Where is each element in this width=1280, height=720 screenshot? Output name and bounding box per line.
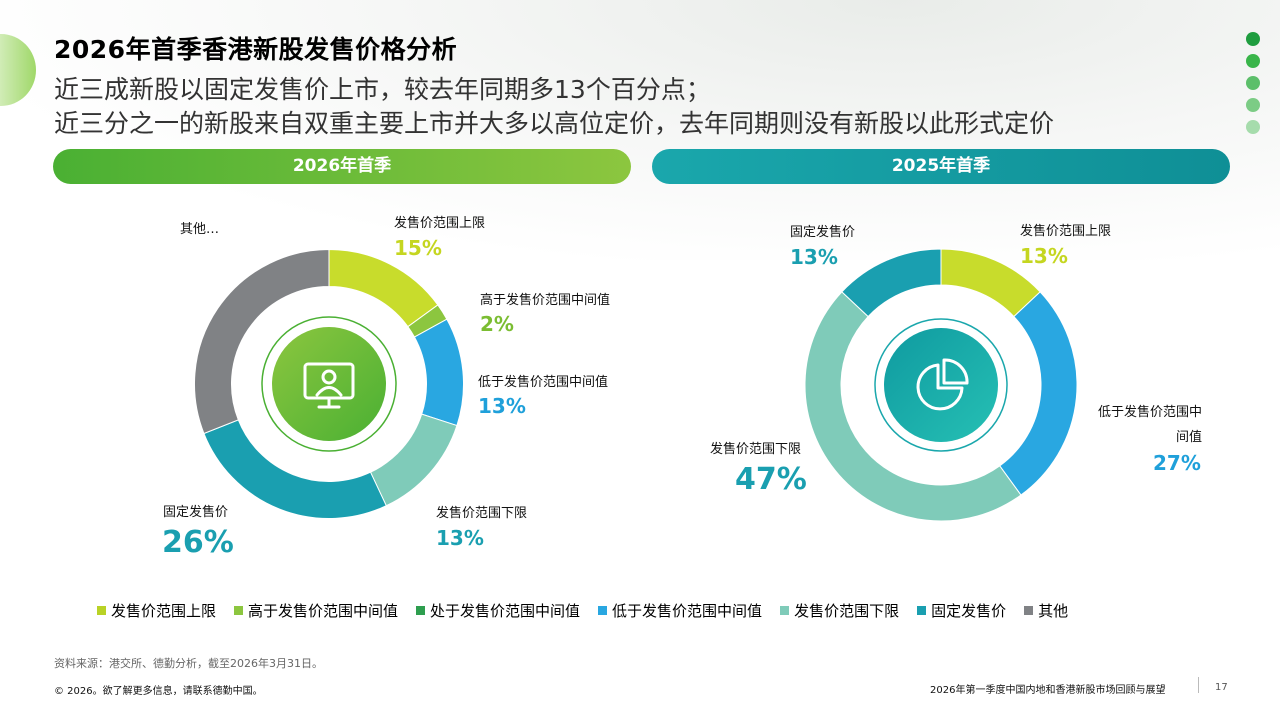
legend-label: 固定发售价 (931, 602, 1007, 620)
donut-slice-c2-2 (999, 291, 1078, 496)
source-note: 资料来源：港交所、德勤分析，截至2026年3月31日。 (54, 657, 323, 670)
decorative-dot (1246, 76, 1260, 90)
value-c2-lower: 47% (735, 462, 807, 497)
value-c2-upper: 13% (1020, 244, 1068, 268)
icon-ring (874, 318, 1008, 452)
decorative-dot (1246, 120, 1260, 134)
header-background (0, 0, 1280, 260)
donut-slice-c2-3 (804, 291, 1022, 522)
label-c1-upper: 发售价范围上限 (394, 216, 486, 231)
legend-label: 处于发售价范围中间值 (430, 602, 581, 620)
legend-label: 低于发售价范围中间值 (612, 602, 763, 620)
label-c1-fixed: 固定发售价 (163, 505, 229, 520)
chart-2025-title: 2025年首季 (652, 149, 1230, 184)
legend-swatch (97, 606, 106, 615)
value-c2-below-mid: 27% (1153, 451, 1201, 475)
subtitle-line-1: 近三成新股以固定发售价上市，较去年同期多13个百分点； (54, 75, 711, 104)
label-c2-below-mid-1: 低于发售价范围中 (1098, 405, 1203, 420)
donut-slice-c1-3 (413, 318, 464, 427)
pie-chart-icon (916, 358, 969, 411)
chart-legend: 发售价范围上限 高于发售价范围中间值 处于发售价范围中间值 低于发售价范围中间值 发售价… (97, 600, 1086, 621)
report-title: 2026年第一季度中国内地和香港新股市场回顾与展望 (930, 685, 1166, 696)
legend-label: 其他 (1038, 602, 1069, 620)
label-c2-fixed: 固定发售价 (790, 225, 856, 240)
legend-item: 发售价范围上限 (97, 600, 216, 621)
legend-label: 发售价范围下限 (794, 602, 900, 620)
value-c1-above-mid: 2% (480, 312, 514, 336)
donut-slice-c1-6 (194, 248, 330, 435)
legend-item: 处于发售价范围中间值 (416, 600, 580, 621)
decorative-dots (1246, 32, 1262, 142)
decorative-dot (1246, 54, 1260, 68)
legend-item: 其他 (1024, 600, 1068, 621)
legend-item: 固定发售价 (917, 600, 1006, 621)
donut-slice-c2-4 (841, 248, 942, 318)
page-number: 17 (1215, 682, 1228, 693)
page-title: 2026年首季香港新股发售价格分析 (54, 35, 458, 64)
label-c1-other: 其他… (180, 222, 220, 237)
chart-2026-title: 2026年首季 (53, 149, 631, 184)
icon-ring (261, 316, 397, 452)
monitor-person-icon (303, 362, 355, 409)
legend-item: 发售价范围下限 (780, 600, 899, 621)
label-c2-upper: 发售价范围上限 (1020, 224, 1112, 239)
value-c1-upper: 15% (394, 236, 442, 260)
legend-label: 高于发售价范围中间值 (248, 602, 399, 620)
decorative-dot (1246, 32, 1260, 46)
donut-slice-c1-1 (328, 248, 439, 328)
donut-slice-c1-5 (203, 419, 387, 519)
legend-swatch (416, 606, 426, 615)
label-c1-above-mid: 高于发售价范围中间值 (480, 293, 611, 308)
copyright: © 2026。欲了解更多信息，请联系德勤中国。 (54, 686, 263, 697)
legend-swatch (917, 606, 927, 615)
value-c2-fixed: 13% (790, 245, 838, 269)
donut-slice-c1-4 (369, 413, 458, 507)
label-c1-below-mid: 低于发售价范围中间值 (478, 375, 609, 390)
legend-swatch (598, 606, 608, 615)
legend-swatch (234, 606, 244, 615)
icon-badge (884, 328, 998, 442)
legend-swatch (780, 606, 790, 615)
value-c1-below-mid: 13% (478, 394, 526, 418)
subtitle-line-2: 近三分之一的新股来自双重主要上市并大多以高位定价，去年同期则没有新股以此形式定价 (54, 109, 1055, 138)
label-c2-lower: 发售价范围下限 (710, 442, 802, 457)
footer-divider (1198, 677, 1199, 693)
legend-label: 发售价范围上限 (111, 602, 217, 620)
legend-item: 高于发售价范围中间值 (234, 600, 398, 621)
label-c2-below-mid-2: 间值 (1176, 430, 1203, 445)
decorative-dot (1246, 98, 1260, 112)
legend-swatch (1024, 606, 1034, 615)
value-c1-fixed: 26% (162, 525, 234, 560)
legend-item: 低于发售价范围中间值 (598, 600, 762, 621)
value-c1-lower: 13% (436, 526, 484, 550)
label-c1-lower: 发售价范围下限 (436, 506, 528, 521)
